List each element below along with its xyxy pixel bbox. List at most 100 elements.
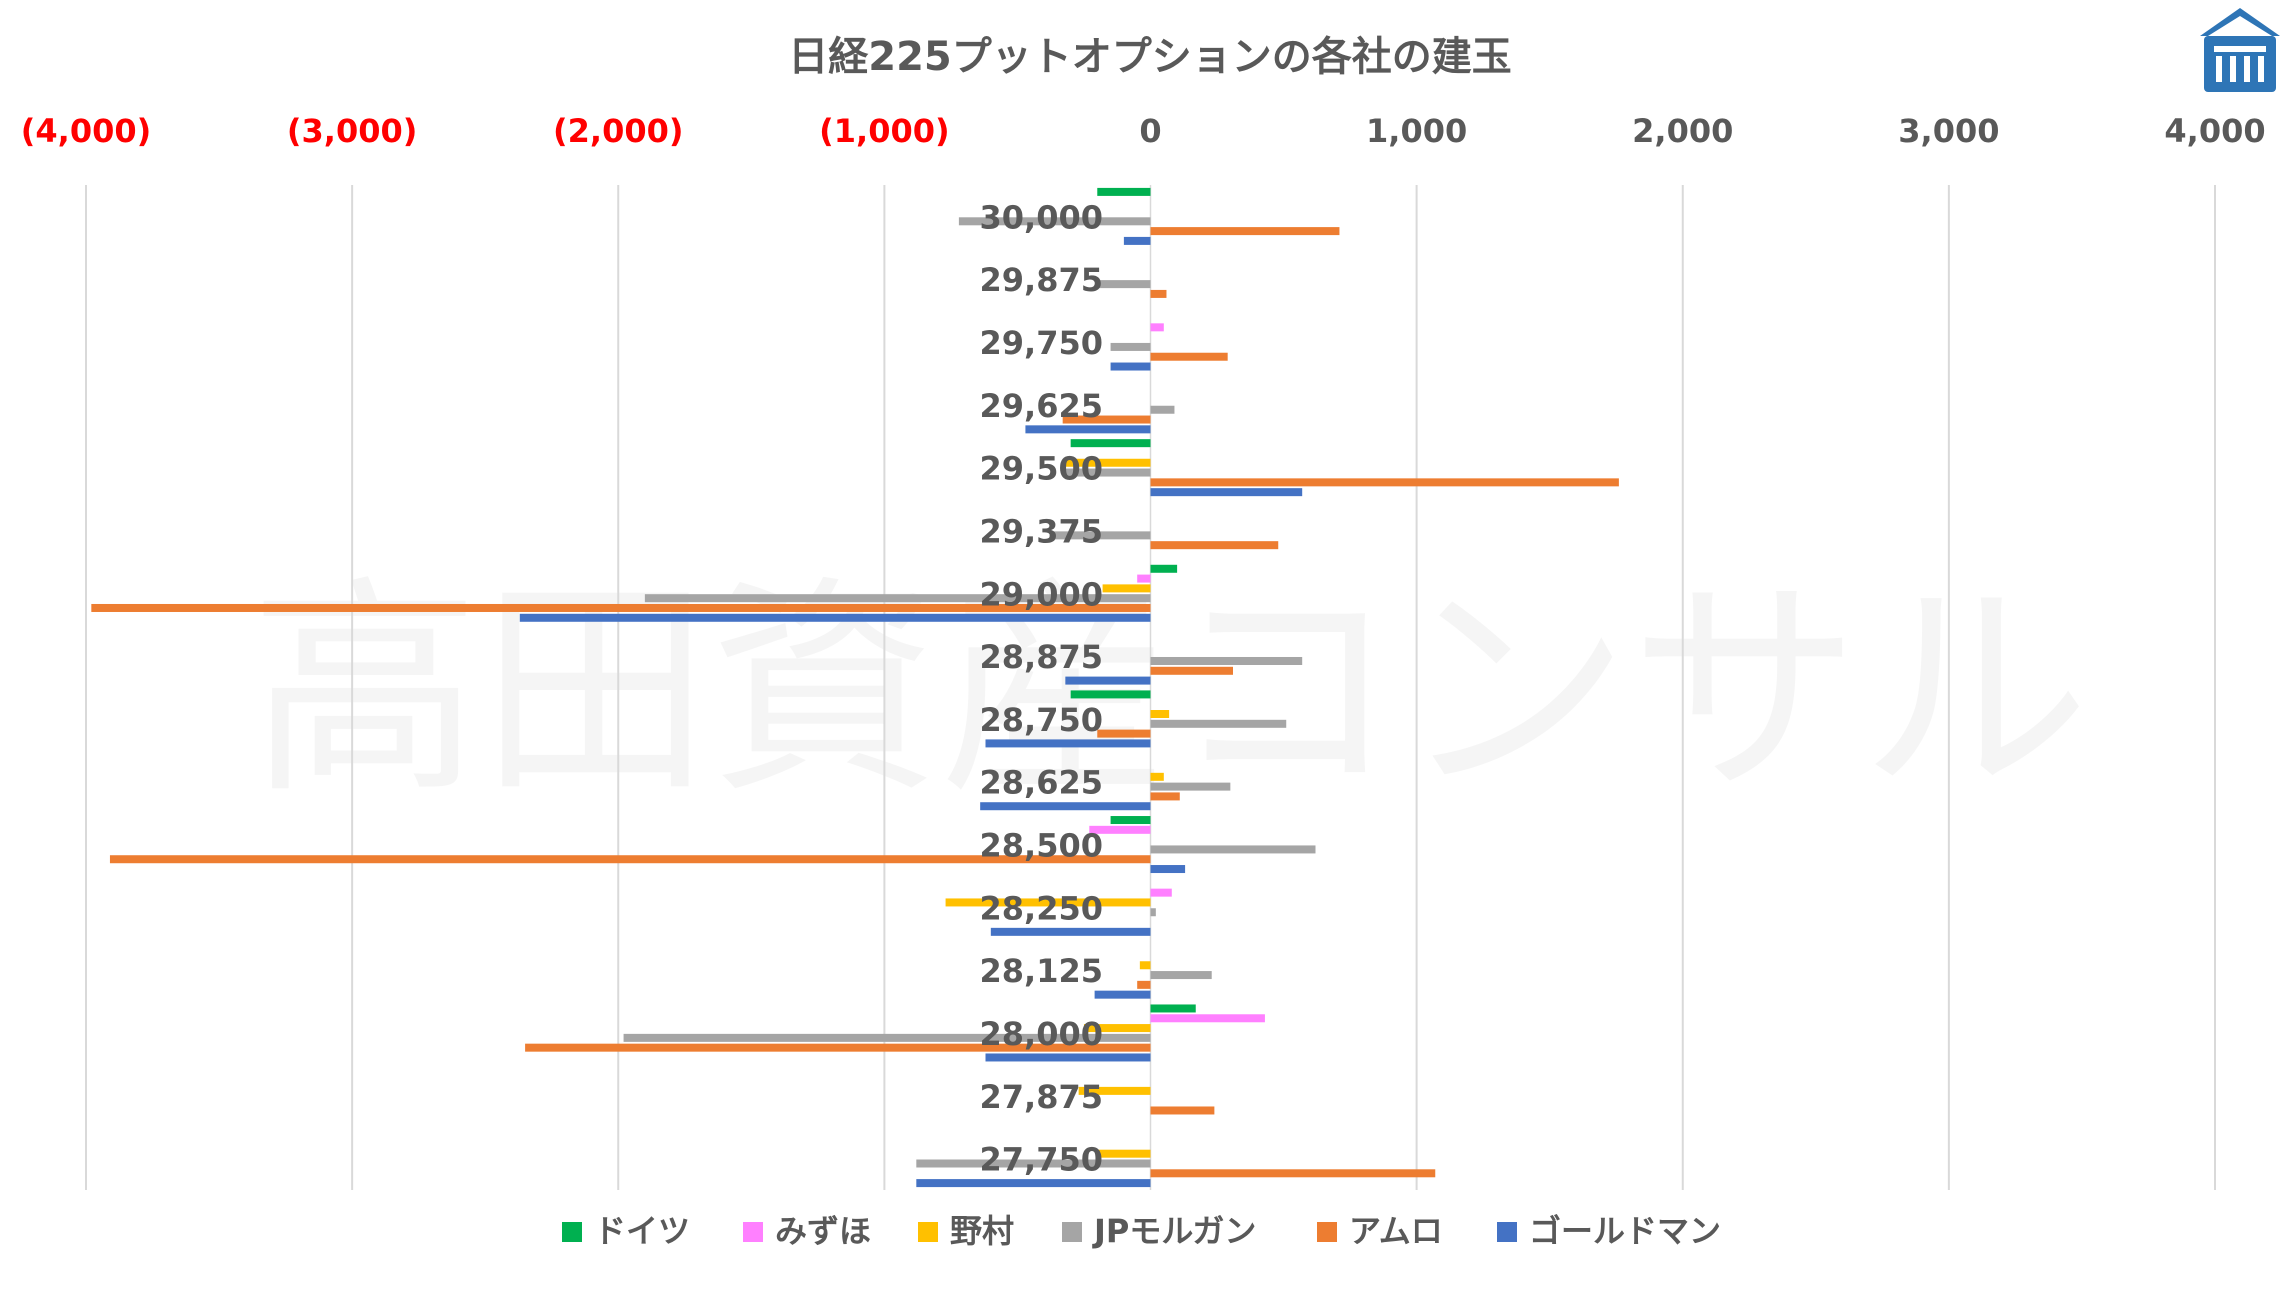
bar-4-29,625 — [1150, 405, 1175, 414]
bar-5-28,625 — [1150, 792, 1180, 801]
category-label: 27,750 — [980, 1141, 1103, 1179]
legend-swatch — [918, 1222, 938, 1242]
bar-4-29,000 — [644, 594, 1151, 603]
chart-title: 日経225プットオプションの各社の建玉 — [788, 34, 1512, 80]
bar-5-28,500 — [109, 855, 1151, 864]
bar-5-28,125 — [1137, 980, 1151, 989]
bar-3-28,000 — [1083, 1024, 1151, 1033]
x-tick-label: (3,000) — [287, 112, 417, 150]
bar-1-28,750 — [1070, 690, 1151, 699]
bar-5-28,875 — [1150, 666, 1233, 675]
bar-4-28,750 — [1150, 719, 1287, 728]
bar-5-29,625 — [1062, 415, 1151, 424]
bar-2-28,000 — [1150, 1014, 1265, 1023]
x-tick-label: (4,000) — [21, 112, 151, 150]
bar-3-27,875 — [1078, 1086, 1151, 1095]
bar-4-28,625 — [1150, 782, 1231, 791]
bar-3-29,500 — [1065, 458, 1151, 467]
building-logo-icon — [2200, 8, 2280, 92]
bar-5-27,750 — [1150, 1169, 1436, 1178]
bar-6-28,500 — [1150, 865, 1186, 874]
legend-swatch — [743, 1222, 763, 1242]
bar-5-29,875 — [1150, 289, 1167, 298]
bar-4-28,125 — [1150, 971, 1212, 980]
bar-3-28,750 — [1150, 710, 1170, 719]
bar-5-29,375 — [1150, 541, 1279, 550]
legend-swatch — [1062, 1222, 1082, 1242]
x-tick-label: 4,000 — [2164, 112, 2265, 150]
gridlines — [85, 185, 2216, 1190]
bar-3-28,250 — [945, 898, 1151, 907]
legend-label: 野村 — [950, 1212, 1014, 1250]
bar-2-29,750 — [1150, 323, 1164, 332]
legend-swatch — [1317, 1222, 1337, 1242]
bar-1-28,000 — [1150, 1004, 1196, 1013]
category-labels: 30,000 29,875 29,750 29,625 29,500 29,375 29,0… — [980, 198, 1103, 1178]
category-label: 28,250 — [980, 889, 1103, 927]
category-label: 28,000 — [980, 1015, 1103, 1053]
bar-4-28,500 — [1150, 845, 1316, 854]
bar-6-28,625 — [980, 802, 1151, 811]
category-label: 29,375 — [980, 512, 1103, 550]
category-label: 28,625 — [980, 764, 1103, 802]
bar-6-28,750 — [985, 739, 1151, 748]
bar-6-28,000 — [985, 1053, 1151, 1062]
bar-5-29,000 — [91, 603, 1151, 612]
bar-6-29,750 — [1110, 362, 1151, 371]
bar-1-29,500 — [1070, 439, 1151, 448]
category-label: 28,875 — [980, 638, 1103, 676]
bar-6-28,250 — [990, 927, 1151, 936]
bar-5-27,875 — [1150, 1106, 1215, 1115]
bar-4-29,375 — [1049, 531, 1151, 540]
bar-4-29,500 — [1065, 468, 1151, 477]
bar-3-27,750 — [1097, 1149, 1151, 1158]
bar-4-29,875 — [1097, 280, 1151, 289]
legend-label: ドイツ — [594, 1212, 690, 1250]
bar-3-28,125 — [1139, 961, 1151, 970]
category-label: 29,625 — [980, 387, 1103, 425]
bar-2-29,000 — [1137, 574, 1151, 583]
bar-4-28,250 — [1150, 908, 1156, 917]
bar-5-28,000 — [525, 1043, 1151, 1052]
bar-5-28,750 — [1097, 729, 1151, 738]
category-label: 28,125 — [980, 952, 1103, 990]
bar-4-29,750 — [1110, 342, 1151, 351]
bar-2-28,250 — [1150, 888, 1172, 897]
bar-4-30,000 — [958, 217, 1151, 226]
bar-5-29,500 — [1150, 478, 1619, 487]
bar-1-30,000 — [1097, 187, 1151, 196]
bar-1-29,000 — [1150, 564, 1178, 573]
bars-layer — [91, 187, 1619, 1188]
bar-3-29,000 — [1102, 584, 1151, 593]
bar-6-28,125 — [1094, 990, 1151, 999]
bar-5-29,750 — [1150, 352, 1228, 361]
bar-6-29,625 — [1025, 425, 1151, 434]
category-label: 30,000 — [980, 198, 1103, 236]
x-tick-label: 0 — [1139, 112, 1161, 150]
bar-5-30,000 — [1150, 227, 1340, 236]
legend-label: ゴールドマン — [1529, 1212, 1721, 1250]
category-label: 28,500 — [980, 827, 1103, 865]
legend-label: JPモルガン — [1092, 1212, 1256, 1250]
bar-1-28,500 — [1110, 816, 1151, 825]
bar-6-30,000 — [1123, 236, 1151, 245]
x-tick-label: 1,000 — [1366, 112, 1467, 150]
category-label: 29,000 — [980, 575, 1103, 613]
x-tick-label: 2,000 — [1632, 112, 1733, 150]
x-tick-label: (1,000) — [819, 112, 949, 150]
category-label: 29,875 — [980, 261, 1103, 299]
bar-6-29,000 — [519, 613, 1151, 622]
x-tick-label: (2,000) — [553, 112, 683, 150]
bar-4-28,875 — [1150, 656, 1303, 665]
bar-2-28,500 — [1089, 825, 1151, 834]
bar-6-29,500 — [1150, 488, 1303, 497]
bar-3-28,625 — [1150, 772, 1164, 781]
x-tick-labels: (4,000) (3,000) (2,000) (1,000) 0 1,000 2,000 3… — [21, 112, 2266, 150]
legend-label: アムロ — [1349, 1212, 1443, 1250]
bar-4-28,000 — [623, 1033, 1151, 1042]
category-label: 27,875 — [980, 1078, 1103, 1116]
legend-swatch — [1497, 1222, 1517, 1242]
legend-swatch — [562, 1222, 582, 1242]
bar-4-27,750 — [916, 1159, 1151, 1168]
